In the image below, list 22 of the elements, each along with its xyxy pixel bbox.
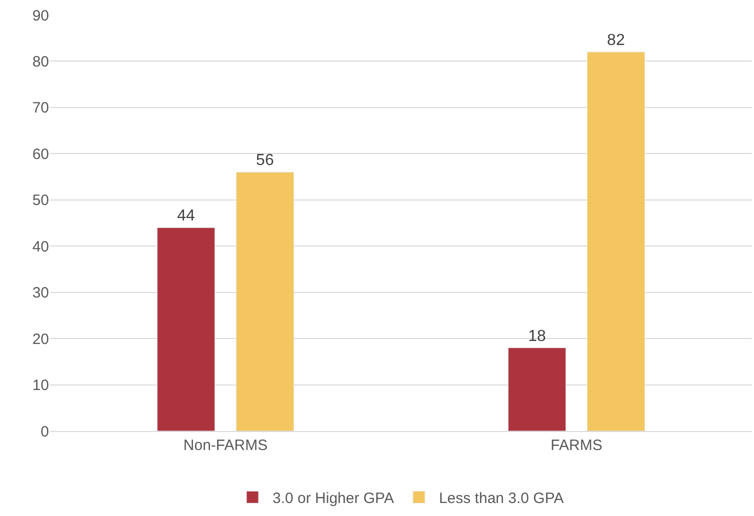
y-tick-label: 40 <box>32 238 49 256</box>
data-label: 82 <box>607 32 625 49</box>
x-tick-label: Non-FARMS <box>183 437 268 454</box>
data-label: 18 <box>528 328 546 345</box>
bar <box>156 227 216 431</box>
y-tick-label: 20 <box>32 330 49 348</box>
y-tick-label: 90 <box>32 7 49 24</box>
y-tick-label: 30 <box>32 284 49 302</box>
x-tick-label: FARMS <box>550 437 602 454</box>
legend-label: 3.0 or Higher GPA <box>272 490 394 508</box>
y-tick-label: 0 <box>40 423 49 440</box>
y-tick-label: 10 <box>32 377 49 394</box>
legend-label: Less than 3.0 GPA <box>438 490 564 508</box>
data-label: 56 <box>256 152 274 170</box>
y-tick-label: 50 <box>32 192 49 210</box>
bar <box>508 348 566 431</box>
data-label: 44 <box>177 208 195 225</box>
bar <box>236 172 294 431</box>
y-tick-label: 80 <box>32 53 49 70</box>
y-tick-label: 60 <box>32 146 49 163</box>
bar <box>586 52 646 431</box>
y-tick-label: 70 <box>32 100 49 117</box>
